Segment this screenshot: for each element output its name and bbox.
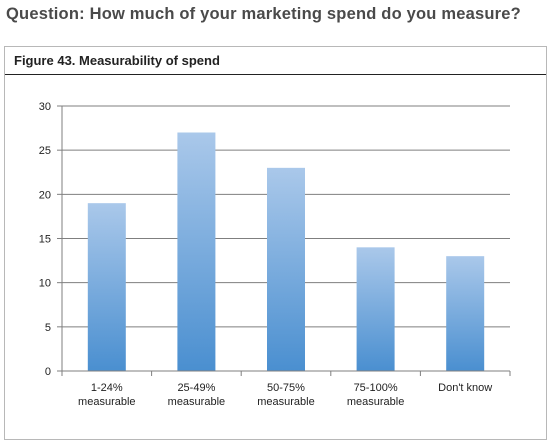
x-tick-label: 75-100%: [354, 382, 398, 394]
x-tick-label: measurable: [347, 396, 404, 408]
bar: [267, 167, 305, 371]
y-tick-label: 10: [39, 278, 51, 290]
x-tick-label: 50-75%: [267, 382, 305, 394]
x-tick-label: measurable: [168, 396, 225, 408]
y-tick-label: 20: [39, 189, 51, 201]
y-tick-label: 25: [39, 145, 51, 157]
bar: [446, 256, 485, 371]
y-tick-label: 15: [39, 234, 51, 246]
y-tick-label: 0: [45, 366, 51, 378]
tick-labels: 0 5 10 15 20 25 30 1-24% measurable 25-49% measura…: [39, 101, 493, 408]
x-tick-label: Don't know: [438, 382, 492, 394]
x-tick-label: 1-24%: [91, 382, 123, 394]
figure-title: Figure 43. Measurability of spend: [14, 53, 220, 68]
bar: [87, 203, 126, 371]
question-heading: Question: How much of your marketing spe…: [6, 5, 521, 23]
bars: [87, 132, 485, 371]
y-tick-label: 5: [45, 322, 51, 334]
x-tick-label: 25-49%: [177, 382, 215, 394]
figure-header: Figure 43. Measurability of spend: [5, 47, 546, 75]
bar: [356, 247, 395, 371]
x-tick-label: measurable: [257, 396, 314, 408]
x-tick-label: measurable: [78, 396, 135, 408]
y-tick-label: 30: [39, 101, 51, 113]
bar: [177, 132, 216, 371]
axes: [57, 105, 511, 376]
